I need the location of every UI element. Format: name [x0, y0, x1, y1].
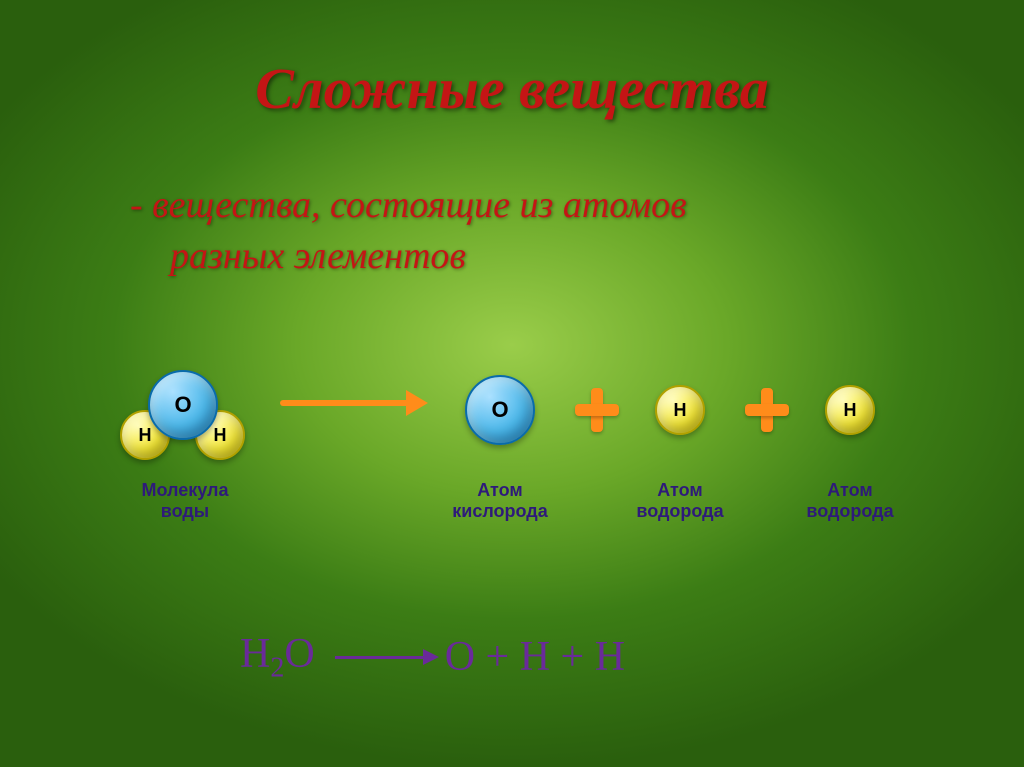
- decomposition-diagram: ННОМолекула водыОАтомкислородаНАтомводор…: [0, 350, 1024, 550]
- hydrogen-atom: Н: [825, 385, 875, 435]
- atom-label: Атомкислорода: [430, 480, 570, 522]
- definition-text: - вещества, состоящие из атомов разных э…: [130, 180, 687, 283]
- definition-line-1: - вещества, состоящие из атомов: [130, 180, 687, 231]
- page-title: Сложные вещества: [255, 55, 769, 122]
- arrow-icon: [280, 400, 410, 406]
- molecule-label: Молекула воды: [115, 480, 255, 522]
- equation-lhs: H2O: [240, 630, 315, 684]
- chemical-equation: H2O O + H + H: [240, 630, 625, 684]
- equation-rhs: O + H + H: [445, 633, 625, 681]
- hydrogen-atom: Н: [655, 385, 705, 435]
- oxygen-atom: О: [148, 370, 218, 440]
- atom-label: Атомводорода: [610, 480, 750, 522]
- arrow-icon: [335, 656, 425, 659]
- oxygen-atom: О: [465, 375, 535, 445]
- plus-icon: [575, 388, 619, 432]
- definition-line-2: разных элементов: [130, 231, 687, 282]
- plus-icon: [745, 388, 789, 432]
- atom-label: Атомводорода: [780, 480, 920, 522]
